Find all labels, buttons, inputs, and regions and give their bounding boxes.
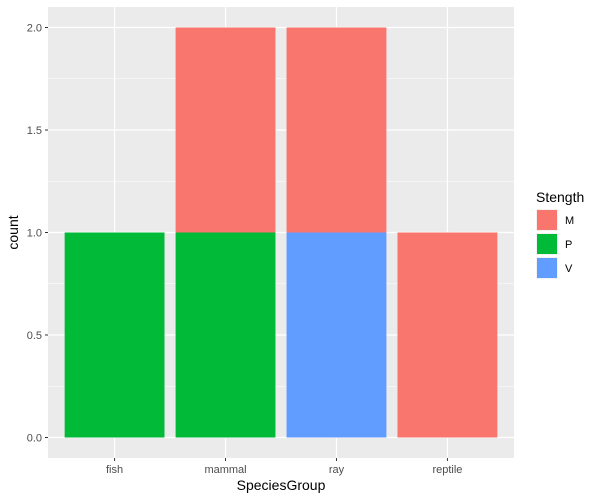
bars bbox=[64, 27, 498, 438]
bar-ray-v bbox=[286, 232, 387, 438]
x-tick-label: mammal bbox=[204, 464, 246, 476]
y-axis-title: count bbox=[5, 215, 21, 249]
legend: Stength MPV bbox=[536, 189, 584, 279]
legend-label: P bbox=[565, 239, 572, 251]
bar-reptile-m bbox=[397, 232, 498, 438]
legend-label: V bbox=[565, 263, 573, 275]
x-axis-title: SpeciesGroup bbox=[237, 477, 326, 493]
y-axis: 0.0 0.5 1.0 1.5 2.0 bbox=[27, 23, 48, 445]
x-tick-label: fish bbox=[106, 464, 123, 476]
y-tick-label: 0.0 bbox=[27, 433, 42, 445]
legend-swatch-p bbox=[537, 234, 557, 254]
bar-fish-p bbox=[64, 232, 165, 438]
x-tick-label: reptile bbox=[432, 464, 462, 476]
legend-swatch-v bbox=[537, 258, 557, 278]
bar-mammal-p bbox=[175, 232, 276, 438]
y-tick-label: 2.0 bbox=[27, 23, 42, 35]
legend-label: M bbox=[565, 215, 574, 227]
legend-title: Stength bbox=[536, 189, 584, 205]
x-tick-label: ray bbox=[329, 464, 345, 476]
legend-swatch-m bbox=[537, 210, 557, 230]
bar-mammal-m bbox=[175, 27, 276, 233]
y-tick-label: 0.5 bbox=[27, 330, 42, 342]
bar-ray-m bbox=[286, 27, 387, 233]
y-tick-label: 1.0 bbox=[27, 228, 42, 240]
y-tick-label: 1.5 bbox=[27, 125, 42, 137]
x-axis: fish mammal ray reptile bbox=[106, 458, 462, 476]
